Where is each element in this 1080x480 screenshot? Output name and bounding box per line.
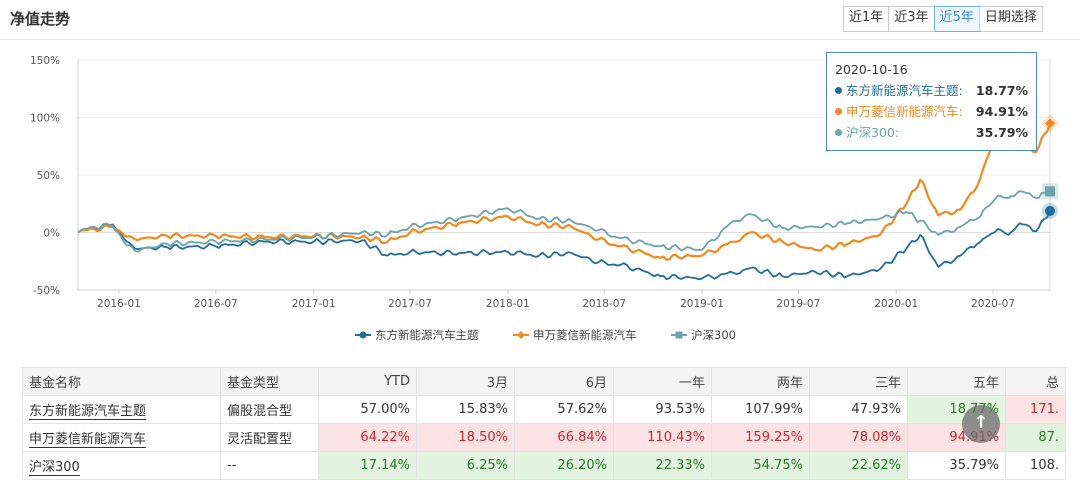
series-end-marker <box>1045 118 1055 129</box>
return-cell: 57.00% <box>318 395 417 424</box>
return-cell: 57.62% <box>514 395 614 424</box>
table-row: 东方新能源汽车主题 偏股混合型 57.00% 15.83% 57.62% 93.53% 10… <box>22 395 1066 424</box>
return-cell: 6.25% <box>416 451 515 480</box>
tooltip-series-value: 18.77% <box>975 83 1028 98</box>
return-cell: 171. <box>1005 395 1066 424</box>
legend-label[interactable]: 东方新能源汽车主题 <box>375 328 479 342</box>
fund-name-cell[interactable]: 东方新能源汽车主题 <box>22 395 221 424</box>
performance-table: 基金名称 基金类型 YTD 3月 6月 一年 两年 三年 五年总 东方新能源汽车主题 偏股混合型 5… <box>22 367 1066 480</box>
fund-name-cell[interactable]: 沪深300 <box>22 451 221 480</box>
tooltip-series-name: 申万菱信新能源汽车: <box>846 104 963 119</box>
return-cell: 17.14% <box>318 451 417 480</box>
x-tick-label: 2019-01 <box>680 298 724 310</box>
header-divider <box>0 39 1080 40</box>
series-dot-icon <box>835 108 842 115</box>
series-dot-icon <box>835 87 842 94</box>
return-cell: 66.84% <box>514 423 614 452</box>
column-header[interactable]: 五年 <box>907 367 1006 396</box>
tab-date-select[interactable]: 日期选择 <box>979 7 1042 31</box>
return-cell: 87. <box>1005 423 1066 452</box>
column-header[interactable]: 6月 <box>514 367 614 396</box>
tooltip-series-value: 35.79% <box>975 125 1028 140</box>
legend-marker <box>675 331 683 339</box>
table-header-row: 基金名称 基金类型 YTD 3月 6月 一年 两年 三年 五年总 <box>22 367 1066 396</box>
fund-type-cell: 灵活配置型 <box>220 423 319 452</box>
y-tick-label: 150% <box>30 55 60 67</box>
tooltip-series-value: 94.91% <box>975 104 1028 119</box>
x-tick-label: 2020-01 <box>874 298 918 310</box>
tooltip-row: 沪深300: 35.79% <box>835 122 1028 143</box>
legend-label[interactable]: 申万菱信新能源汽车 <box>533 328 637 342</box>
return-cell: 107.99% <box>711 395 810 424</box>
fund-name-cell[interactable]: 申万菱信新能源汽车 <box>22 423 221 452</box>
column-header[interactable]: 一年 <box>613 367 712 396</box>
x-tick-label: 2018-07 <box>582 298 626 310</box>
fund-type-cell: -- <box>220 451 319 480</box>
x-tick-label: 2017-01 <box>292 298 336 310</box>
x-tick-label: 2016-07 <box>194 298 238 310</box>
y-tick-label: 100% <box>30 113 60 125</box>
chart-tooltip: 2020-10-16 东方新能源汽车主题: 18.77% 申万菱信新能源汽车: … <box>826 52 1037 151</box>
fund-name-link[interactable]: 申万菱信新能源汽车 <box>29 432 147 448</box>
series-dot-icon <box>835 129 842 136</box>
legend-marker <box>517 331 525 339</box>
return-cell: 54.75% <box>711 451 810 480</box>
tooltip-series-name: 东方新能源汽车主题: <box>846 83 963 98</box>
return-cell: 26.20% <box>514 451 614 480</box>
fund-name-link[interactable]: 沪深300 <box>29 460 80 476</box>
tooltip-row: 东方新能源汽车主题: 18.77% <box>835 80 1028 101</box>
series-line <box>77 190 1051 253</box>
return-cell: 18.50% <box>416 423 515 452</box>
column-header[interactable]: YTD <box>318 367 417 396</box>
series-end-marker <box>1045 205 1055 216</box>
y-tick-label: -50% <box>33 285 60 297</box>
range-tabs: 近1年 近3年 近5年 日期选择 <box>843 6 1043 32</box>
return-cell: 159.25% <box>711 423 810 452</box>
column-header[interactable]: 三年 <box>809 367 908 396</box>
page-title: 净值走势 <box>10 10 71 28</box>
tab-1-year[interactable]: 近1年 <box>844 7 890 31</box>
return-cell: 93.53% <box>613 395 712 424</box>
tooltip-date: 2020-10-16 <box>835 62 908 77</box>
x-tick-label: 2020-07 <box>971 298 1015 310</box>
x-tick-label: 2017-07 <box>388 298 432 310</box>
scroll-top-button[interactable]: ↑ <box>962 405 1000 443</box>
table-row: 沪深300 -- 17.14% 6.25% 26.20% 22.33% 54.75% 22.6… <box>22 451 1066 480</box>
x-tick-label: 2019-07 <box>776 298 820 310</box>
y-tick-label: 0% <box>43 228 60 240</box>
legend-label[interactable]: 沪深300 <box>691 328 736 342</box>
return-cell: 15.83% <box>416 395 515 424</box>
return-cell: 78.08% <box>809 423 908 452</box>
series-end-marker <box>1045 186 1055 197</box>
series-line <box>77 123 1052 261</box>
series-line <box>77 210 1051 281</box>
tooltip-series-name: 沪深300: <box>846 125 900 140</box>
column-header[interactable]: 两年 <box>711 367 810 396</box>
return-cell: 110.43% <box>613 423 712 452</box>
return-cell: 22.62% <box>809 451 908 480</box>
x-tick-label: 2018-01 <box>486 298 530 310</box>
return-cell: 108. <box>1005 451 1066 480</box>
tooltip-row: 申万菱信新能源汽车: 94.91% <box>835 101 1028 122</box>
return-cell: 64.22% <box>318 423 417 452</box>
nav-chart[interactable]: 150% 100% 50% 0% -50% 2016-01 2016-07 2017-01 20… <box>0 40 1080 360</box>
table-row: 申万菱信新能源汽车 灵活配置型 64.22% 18.50% 66.84% 110.43% 1… <box>22 423 1066 452</box>
fund-name-link[interactable]: 东方新能源汽车主题 <box>29 404 147 420</box>
column-header[interactable]: 基金名称 <box>22 367 221 396</box>
return-cell: 47.93% <box>809 395 908 424</box>
tab-3-year[interactable]: 近3年 <box>889 7 935 31</box>
fund-type-cell: 偏股混合型 <box>220 395 319 424</box>
column-header[interactable]: 3月 <box>416 367 515 396</box>
column-header[interactable]: 总 <box>1005 367 1066 396</box>
legend-marker <box>359 331 367 339</box>
y-tick-label: 50% <box>37 170 60 182</box>
tab-5-year[interactable]: 近5年 <box>933 6 981 32</box>
column-header[interactable]: 基金类型 <box>220 367 319 396</box>
x-tick-label: 2016-01 <box>97 298 141 310</box>
return-cell: 35.79% <box>907 451 1006 480</box>
return-cell: 22.33% <box>613 451 712 480</box>
